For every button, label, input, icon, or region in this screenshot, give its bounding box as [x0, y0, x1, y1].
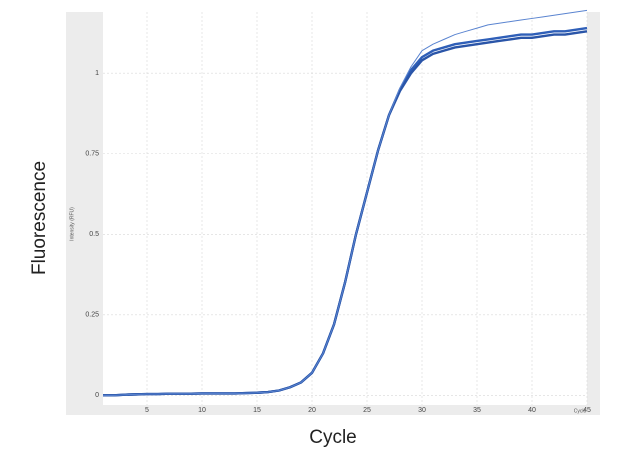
plot-area: [103, 12, 587, 405]
x-tick-label: 40: [528, 407, 536, 414]
x-tick-label: 5: [145, 407, 149, 414]
x-tick-label: 10: [198, 407, 206, 414]
x-tick-label: 45: [583, 407, 591, 414]
curve: [103, 9, 588, 396]
y-tick-label: 0.25: [85, 312, 99, 319]
y-tick-label: 1: [95, 70, 99, 77]
y-tick-label: 0: [95, 392, 99, 399]
lines: [103, 9, 588, 397]
x-tick-label: 20: [308, 407, 316, 414]
x-tick-label: 35: [473, 407, 481, 414]
inner-x-label: Cycle: [574, 408, 587, 414]
y-axis-label: Fluorescence: [29, 161, 50, 275]
x-tick-label: 30: [418, 407, 426, 414]
inner-y-label: Intensity (RFU): [69, 207, 75, 241]
x-axis-label: Cycle: [309, 427, 357, 448]
x-tick-label: 25: [363, 407, 371, 414]
y-tick-label: 0.75: [85, 151, 99, 158]
x-tick-label: 15: [253, 407, 261, 414]
y-tick-label: 0.5: [89, 231, 99, 238]
